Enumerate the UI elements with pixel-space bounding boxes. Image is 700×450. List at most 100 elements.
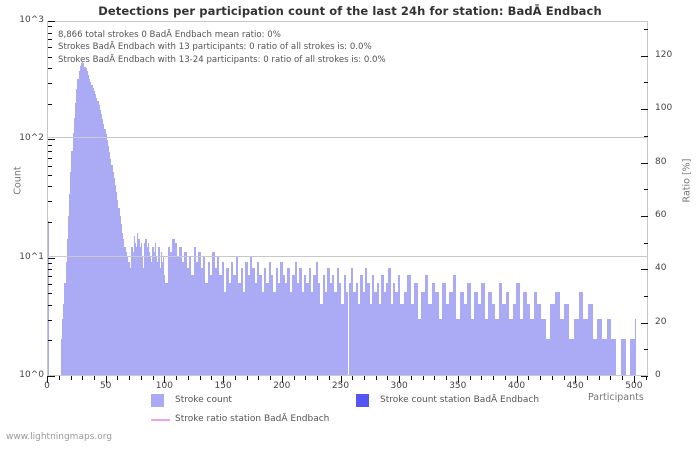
bar <box>121 232 124 375</box>
bar <box>103 124 105 375</box>
bar <box>242 292 246 375</box>
bar <box>160 251 162 375</box>
annotation-line-2: Strokes BadĀ Endbach with 13 participant… <box>58 42 372 53</box>
bar <box>602 339 607 375</box>
bar <box>296 282 300 375</box>
bar <box>125 251 127 375</box>
bar <box>219 275 222 375</box>
bar <box>263 268 267 375</box>
y-axis-minor-tick <box>48 157 52 159</box>
bar <box>133 235 135 375</box>
bar <box>105 134 107 375</box>
bar <box>597 318 603 375</box>
bar <box>67 216 70 375</box>
bar <box>214 268 218 375</box>
legend-color-swatch <box>151 394 164 407</box>
bar <box>289 292 293 375</box>
y-axis-minor-tick <box>48 269 52 271</box>
bar <box>519 318 524 375</box>
y-axis-minor-tick <box>48 293 52 295</box>
bar <box>249 256 253 375</box>
bar <box>474 292 478 375</box>
bar <box>76 89 78 375</box>
y2-axis-tick-label: 120 <box>655 49 673 60</box>
bar <box>195 262 199 375</box>
y-axis-minor-tick <box>48 68 52 70</box>
bar <box>502 303 506 375</box>
page-title: Detections per participation count of th… <box>98 4 602 18</box>
bar <box>170 251 173 375</box>
bar <box>91 85 93 375</box>
x-axis-minor-tick <box>563 376 565 380</box>
y2-axis-minor-tick <box>644 135 648 137</box>
bar <box>102 119 104 375</box>
plot-area: 8,866 total strokes 0 BadĀ Endbach mean … <box>47 21 648 376</box>
bar <box>165 282 168 375</box>
bar <box>116 192 118 375</box>
bar <box>66 239 68 375</box>
bar <box>150 256 152 375</box>
y-axis-minor-tick <box>48 82 52 84</box>
y2-axis-tick <box>641 55 648 57</box>
x-axis-minor-tick <box>493 376 495 380</box>
y-axis-tick <box>48 139 55 141</box>
y2-axis-minor-tick <box>644 29 648 30</box>
y2-axis-tick-label: 60 <box>655 209 667 220</box>
bar <box>315 262 318 375</box>
bar <box>99 109 101 375</box>
bar <box>158 247 160 375</box>
bar <box>587 303 593 375</box>
bar <box>537 303 541 375</box>
x-axis-minor-tick <box>387 376 389 380</box>
bar <box>188 256 192 375</box>
y-axis-minor-tick <box>48 39 52 41</box>
bar <box>181 262 185 375</box>
bar <box>79 65 81 375</box>
y-axis-minor-tick <box>48 263 52 265</box>
bar <box>254 282 257 375</box>
bar <box>470 318 475 375</box>
bar <box>80 63 83 375</box>
bar <box>606 318 612 375</box>
bar <box>343 275 347 375</box>
y-axis-minor-tick <box>48 201 52 203</box>
y2-axis-tick <box>641 269 648 271</box>
bar <box>112 171 114 375</box>
bar <box>477 303 482 375</box>
bar <box>592 339 598 375</box>
bar <box>505 292 510 375</box>
bar <box>545 339 551 375</box>
annotation-line-1: 8,866 total strokes 0 BadĀ Endbach mean … <box>58 30 281 40</box>
bar <box>198 251 201 375</box>
bar <box>60 339 63 375</box>
bar <box>193 247 196 375</box>
bar <box>85 68 87 375</box>
bar <box>350 268 354 375</box>
chart-annotations: 8,866 total strokes 0 BadĀ Endbach mean … <box>58 29 386 66</box>
bar <box>256 262 260 375</box>
bar <box>217 256 220 375</box>
x-axis-minor-tick <box>598 376 600 380</box>
bar <box>145 239 147 375</box>
bar <box>407 275 411 375</box>
bar <box>118 207 120 375</box>
bar <box>186 268 189 375</box>
bar <box>205 282 208 375</box>
bar <box>438 318 443 375</box>
bar <box>325 292 328 375</box>
bar <box>107 146 110 375</box>
bar <box>460 292 464 375</box>
y2-axis-tick-label: 100 <box>655 103 673 114</box>
bar <box>435 292 439 375</box>
bar <box>148 251 151 375</box>
bar <box>69 193 71 375</box>
bar <box>240 268 243 375</box>
bar <box>209 275 213 375</box>
bar <box>634 318 637 375</box>
bar <box>381 275 384 375</box>
bar <box>124 247 126 375</box>
bar <box>110 158 112 375</box>
x-axis-tick-label: 300 <box>390 381 408 391</box>
x-axis-minor-tick <box>82 376 84 380</box>
y-axis-tick-label: 10^1 <box>19 251 44 262</box>
